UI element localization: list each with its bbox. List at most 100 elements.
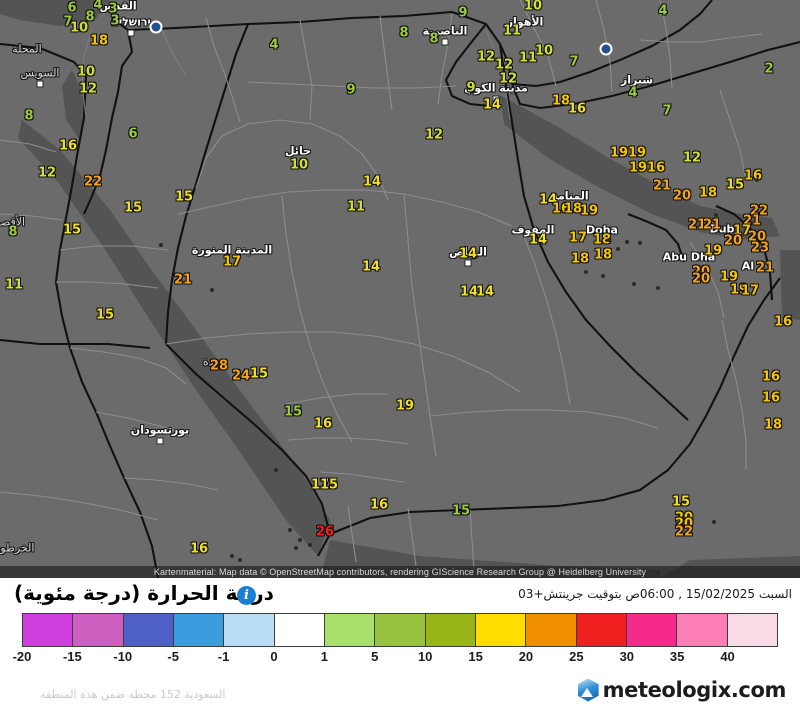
station-temperature[interactable]: 22 <box>674 524 694 540</box>
station-temperature[interactable]: 24 <box>231 368 251 384</box>
station-temperature[interactable]: 9 <box>458 5 468 21</box>
station-temperature[interactable]: 16 <box>369 497 389 513</box>
station-temperature[interactable]: 14 <box>538 192 558 208</box>
station-temperature[interactable]: 12 <box>682 150 702 166</box>
station-temperature[interactable]: 11 <box>4 277 24 293</box>
station-temperature[interactable]: 22 <box>749 203 769 219</box>
station-temperature[interactable]: 18 <box>89 33 109 49</box>
station-temperature[interactable]: 14 <box>475 284 495 300</box>
station-temperature[interactable]: 12 <box>498 71 518 87</box>
station-temperature[interactable]: 9 <box>346 82 356 98</box>
station-temperature[interactable]: 19 <box>579 203 599 219</box>
weather-map[interactable]: القدس ירושלים المحلة السويس الأقصر الناصرية ال… <box>0 0 800 578</box>
station-temperature[interactable]: 8 <box>85 9 95 25</box>
station-temperature[interactable]: 15 <box>249 366 269 382</box>
station-temperature[interactable]: 20 <box>691 271 711 287</box>
station-temperature[interactable]: 18 <box>698 185 718 201</box>
station-temperature[interactable]: 3 <box>108 1 118 17</box>
station-temperature[interactable]: 15 <box>725 177 745 193</box>
station-temperature[interactable]: 6 <box>128 126 138 142</box>
station-temperature[interactable]: 4 <box>658 3 668 19</box>
station-temperature[interactable]: 16 <box>761 369 781 385</box>
station-temperature[interactable]: 19 <box>395 398 415 414</box>
station-temperature[interactable]: 10 <box>523 0 543 14</box>
station-temperature[interactable]: 7 <box>662 103 672 119</box>
station-temperature[interactable]: 11 <box>346 199 366 215</box>
station-temperature[interactable]: 21 <box>755 260 775 276</box>
station-temperature[interactable]: 15 <box>174 189 194 205</box>
station-temperature[interactable]: 12 <box>78 81 98 97</box>
station-temperature[interactable]: 8 <box>429 31 439 47</box>
station-temperature[interactable]: 20 <box>674 516 694 532</box>
station-temperature[interactable]: 22 <box>83 174 103 190</box>
station-temperature[interactable]: 16 <box>773 314 793 330</box>
station-temperature[interactable]: 20 <box>747 229 767 245</box>
station-temperature[interactable]: 23 <box>750 240 770 256</box>
info-icon[interactable]: i <box>237 586 256 605</box>
station-temperature[interactable]: 16 <box>313 416 333 432</box>
station-temperature[interactable]: 18 <box>593 247 613 263</box>
station-temperature[interactable]: 17 <box>222 254 242 270</box>
station-temperature[interactable]: 18 <box>592 232 612 248</box>
station-temperature[interactable]: 6 <box>67 0 77 16</box>
station-temperature[interactable]: 12 <box>424 127 444 143</box>
meteologix-logo[interactable]: meteologix.com <box>577 678 786 702</box>
station-temperature[interactable]: 9 <box>466 80 476 96</box>
station-temperature[interactable]: 7 <box>569 54 579 70</box>
station-temperature[interactable]: 15 <box>62 222 82 238</box>
station-temperature[interactable]: 17 <box>732 223 752 239</box>
station-temperature[interactable]: 17 <box>310 477 330 493</box>
station-temperature[interactable]: 26 <box>315 524 335 540</box>
station-temperature[interactable]: 8 <box>8 224 18 240</box>
station-temperature[interactable]: 21 <box>173 272 193 288</box>
station-temperature[interactable]: 14 <box>458 246 478 262</box>
station-temperature[interactable]: 7 <box>63 14 73 30</box>
station-temperature[interactable]: 14 <box>528 232 548 248</box>
station-temperature[interactable]: 16 <box>58 138 78 154</box>
station-temperature[interactable]: 16 <box>551 201 571 217</box>
station-temperature[interactable]: 19 <box>703 243 723 259</box>
station-temperature[interactable]: 18 <box>570 251 590 267</box>
station-temperature[interactable]: 19 <box>627 145 647 161</box>
station-temperature[interactable]: 16 <box>567 101 587 117</box>
station-temperature[interactable]: 2 <box>764 61 774 77</box>
station-temperature[interactable]: 20 <box>691 264 711 280</box>
station-temperature[interactable]: 11 <box>518 50 538 66</box>
station-temperature[interactable]: 18 <box>763 417 783 433</box>
station-temperature[interactable]: 15 <box>319 477 339 493</box>
station-temperature[interactable]: 14 <box>459 284 479 300</box>
station-temperature[interactable]: 28 <box>209 358 229 374</box>
station-temperature[interactable]: 20 <box>674 510 694 526</box>
station-temperature[interactable]: 12 <box>494 57 514 73</box>
station-temperature[interactable]: 14 <box>482 97 502 113</box>
station-temperature[interactable]: 14 <box>361 259 381 275</box>
station-temperature[interactable]: 19 <box>609 145 629 161</box>
station-temperature[interactable]: 21 <box>652 178 672 194</box>
station-temperature[interactable]: 8 <box>24 108 34 124</box>
station-temperature[interactable]: 10 <box>69 20 89 36</box>
station-temperature[interactable]: 21 <box>742 213 762 229</box>
station-temperature[interactable]: 16 <box>189 541 209 557</box>
station-temperature[interactable]: 10 <box>76 64 96 80</box>
station-temperature[interactable]: 15 <box>671 494 691 510</box>
station-temperature[interactable]: 19 <box>719 269 739 285</box>
station-temperature[interactable]: 12 <box>476 49 496 65</box>
station-temperature[interactable]: 4 <box>93 0 103 13</box>
station-temperature[interactable]: 19 <box>729 282 749 298</box>
station-temperature[interactable]: 19 <box>628 160 648 176</box>
station-temperature[interactable]: 10 <box>289 157 309 173</box>
station-temperature[interactable]: 21 <box>687 217 707 233</box>
station-temperature[interactable]: 17 <box>740 283 760 299</box>
station-temperature[interactable]: 18 <box>563 201 583 217</box>
station-temperature[interactable]: 16 <box>646 160 666 176</box>
station-temperature[interactable]: 3 <box>110 13 120 29</box>
station-temperature[interactable]: 16 <box>743 168 763 184</box>
station-temperature[interactable]: 15 <box>123 200 143 216</box>
station-temperature[interactable]: 16 <box>761 390 781 406</box>
station-temperature[interactable]: 15 <box>451 503 471 519</box>
station-temperature[interactable]: 15 <box>95 307 115 323</box>
station-temperature[interactable]: 20 <box>723 233 743 249</box>
station-temperature[interactable]: 11 <box>502 23 522 39</box>
station-temperature[interactable]: 14 <box>362 174 382 190</box>
station-temperature[interactable]: 20 <box>672 188 692 204</box>
